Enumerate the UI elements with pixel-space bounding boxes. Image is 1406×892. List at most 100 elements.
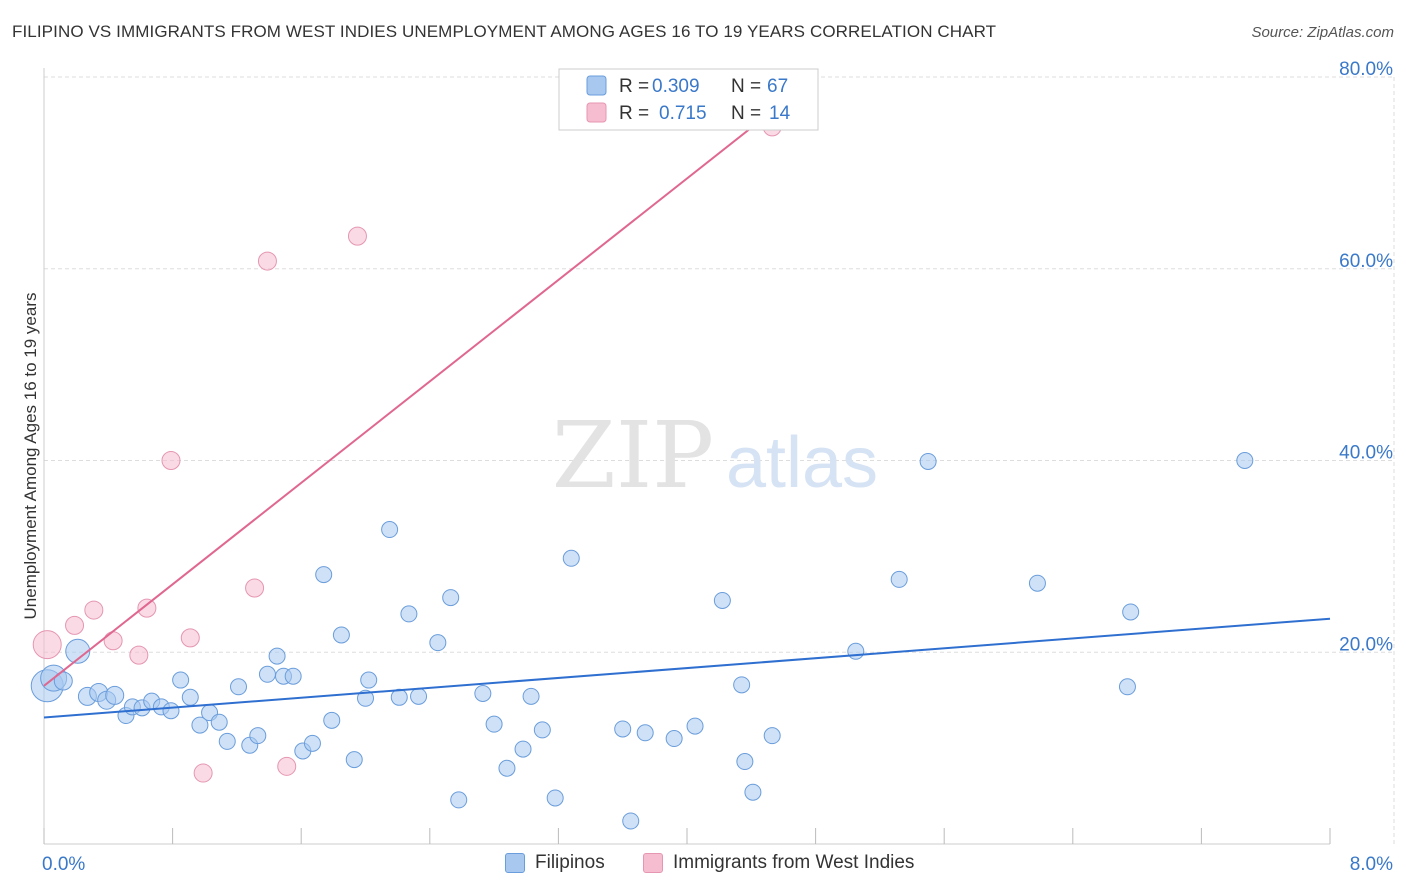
- west-indies-point: [84, 600, 104, 620]
- filipino-point: [1118, 678, 1136, 696]
- filipino-point: [172, 671, 190, 689]
- legend-r-label-1: R =: [619, 76, 649, 97]
- filipino-point: [357, 689, 374, 707]
- filipino-point: [400, 605, 418, 623]
- filipino-point: [474, 684, 492, 702]
- filipino-point: [736, 753, 754, 771]
- west-indies-point: [103, 631, 123, 651]
- filipino-trend-line: [43, 617, 1331, 719]
- filipino-point: [53, 671, 73, 691]
- trend-lines: [43, 76, 1331, 719]
- filipino-point: [450, 791, 468, 809]
- filipino-point: [636, 724, 654, 742]
- west-indies-point: [32, 630, 62, 660]
- filipino-point: [258, 665, 276, 683]
- watermark: ZIP atlas: [552, 402, 878, 509]
- source-label: Source: ZipAtlas.com: [1251, 24, 1394, 41]
- y-tick-label: 60.0%: [1339, 251, 1393, 272]
- filipino-point: [381, 521, 399, 539]
- legend-swatch-filipinos-bottom: [505, 853, 525, 873]
- west-indies-point: [65, 615, 85, 635]
- filipino-point: [1236, 452, 1254, 469]
- west-indies-point: [137, 598, 157, 618]
- filipino-point: [1028, 574, 1046, 592]
- watermark-atlas: atlas: [726, 423, 878, 503]
- west-indies-point: [161, 451, 181, 470]
- legend-top: R = 0.309 N = 67 R = 0.715 N = 14: [558, 68, 819, 131]
- filipino-point: [485, 715, 503, 733]
- legend-r-value-2: 0.715: [659, 103, 707, 124]
- filipino-point: [303, 734, 321, 752]
- filipino-point: [546, 789, 564, 807]
- filipino-point: [514, 740, 532, 758]
- x-tick-label-max: 8.0%: [1350, 854, 1393, 875]
- legend-swatch-filipinos: [586, 75, 607, 96]
- legend-n-label-1: N =: [731, 76, 761, 97]
- filipino-point: [284, 667, 302, 685]
- filipino-point: [1122, 603, 1140, 621]
- filipino-point: [686, 717, 704, 735]
- legend-label-filipinos: Filipinos: [535, 852, 605, 873]
- legend-n-value-1: 67: [767, 76, 788, 97]
- west-indies-point: [245, 578, 265, 598]
- legend-bottom: Filipinos Immigrants from West Indies: [0, 852, 1406, 876]
- filipino-point: [498, 759, 516, 777]
- filipino-point: [390, 688, 408, 706]
- filipino-point: [410, 687, 428, 705]
- axes: 20.0% 40.0% 60.0% 80.0% 0.0% 8.0%: [42, 59, 1393, 875]
- filipino-point: [65, 638, 91, 664]
- filipino-point: [360, 671, 378, 689]
- gridlines: [44, 76, 1395, 844]
- chart-title: FILIPINO VS IMMIGRANTS FROM WEST INDIES …: [12, 22, 997, 41]
- x-tick-label-min: 0.0%: [42, 854, 85, 875]
- filipino-point: [522, 687, 540, 705]
- filipino-point: [847, 642, 865, 660]
- west-indies-point: [180, 628, 200, 648]
- filipino-point: [162, 702, 180, 720]
- west-indies-point: [193, 763, 213, 783]
- y-axis-label-group: Unemployment Among Ages 16 to 19 years: [21, 293, 40, 620]
- west-indies-point: [129, 645, 149, 665]
- y-tick-label: 20.0%: [1339, 634, 1393, 655]
- y-tick-label: 40.0%: [1339, 443, 1393, 464]
- filipino-point: [230, 678, 248, 696]
- filipino-point: [249, 727, 267, 745]
- filipino-point: [323, 711, 341, 729]
- legend-label-west-indies: Immigrants from West Indies: [673, 852, 915, 873]
- filipino-point: [218, 732, 236, 750]
- filipino-point: [919, 452, 937, 470]
- legend-swatch-west-indies-bottom: [643, 853, 663, 873]
- filipino-point: [181, 688, 199, 706]
- legend-item-west-indies: Immigrants from West Indies: [643, 852, 914, 874]
- filipino-point: [744, 783, 762, 801]
- legend-r-label-2: R =: [619, 103, 649, 124]
- filipino-point: [210, 713, 228, 731]
- filipino-point: [562, 549, 580, 567]
- west-indies-point: [347, 226, 367, 246]
- filipino-point: [733, 676, 751, 694]
- filipino-point: [533, 721, 551, 739]
- west-indies-point: [277, 756, 297, 776]
- y-axis-label: Unemployment Among Ages 16 to 19 years: [21, 293, 40, 620]
- filipino-point: [713, 591, 731, 609]
- y-tick-label: 80.0%: [1339, 59, 1393, 80]
- legend-n-label-2: N =: [731, 103, 761, 124]
- filipino-point: [442, 589, 460, 607]
- filipino-point: [345, 751, 363, 769]
- legend-n-value-2: 14: [769, 103, 791, 124]
- filipino-point: [332, 626, 350, 644]
- watermark-zip: ZIP: [552, 402, 714, 509]
- legend-item-filipinos: Filipinos: [505, 852, 605, 874]
- legend-r-value-1: 0.309: [652, 76, 700, 97]
- filipino-point: [191, 716, 209, 734]
- legend-swatch-west-indies: [586, 102, 607, 123]
- filipino-point: [614, 720, 632, 738]
- filipino-point: [268, 647, 286, 665]
- filipino-point: [890, 570, 908, 588]
- filipino-point: [665, 730, 683, 748]
- west-indies-trend-line: [43, 76, 817, 687]
- filipino-point: [315, 566, 333, 584]
- west-indies-point: [257, 251, 277, 271]
- filipino-point: [429, 634, 447, 652]
